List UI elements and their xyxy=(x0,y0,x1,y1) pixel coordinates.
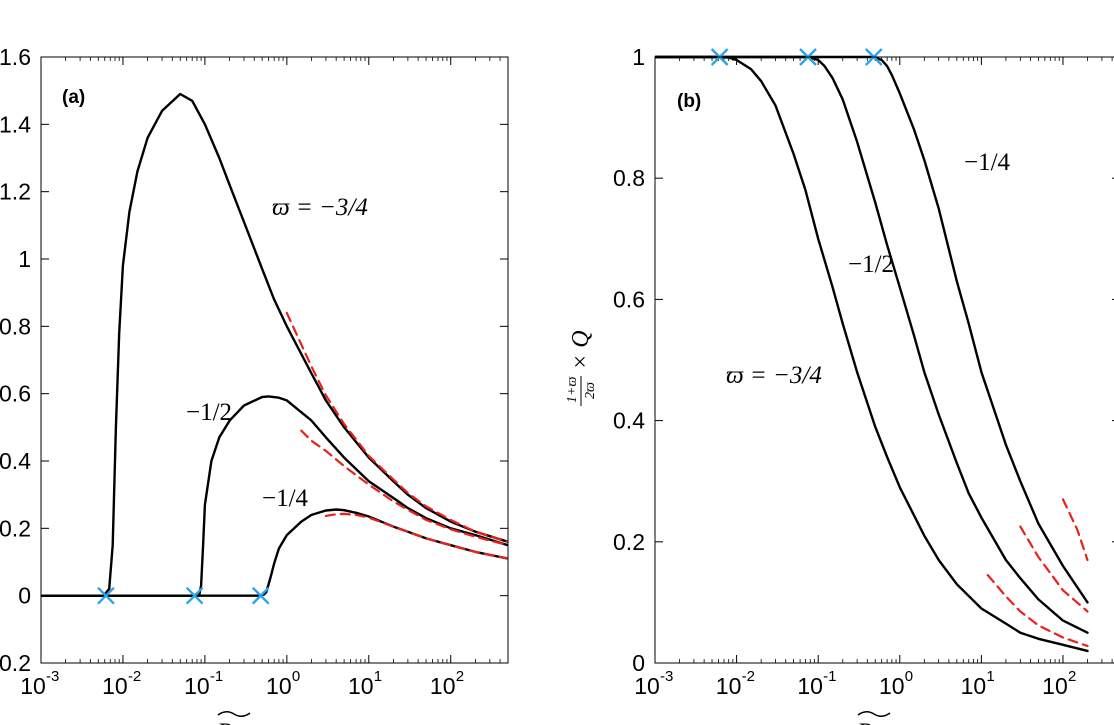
panel-a-label: (a) xyxy=(62,87,85,108)
panel-a-series-label-m12: −1/2 xyxy=(186,399,232,426)
xtick-label-exponent: -3 xyxy=(46,668,59,685)
xtick-label: 10 xyxy=(266,673,292,699)
ytick-label: 1.2 xyxy=(0,179,31,205)
xtick-label: 10 xyxy=(1042,673,1068,699)
ytick-label: 1 xyxy=(18,246,31,272)
xtick-label: 10 xyxy=(430,673,456,699)
panel-b-series-label-m14: −1/4 xyxy=(964,149,1011,176)
panel-b-ticks xyxy=(654,56,1114,664)
panel-b-ytick-labels: 0 0.2 0.4 0.6 0.8 1 xyxy=(613,44,645,676)
panel-a-xlabel-text: Re xyxy=(216,719,243,725)
xtick-label: 10 xyxy=(184,673,210,699)
ytick-label: 0.6 xyxy=(613,286,645,312)
xtick-label-exponent: -1 xyxy=(823,668,836,685)
ytick-label: 1.4 xyxy=(0,111,31,137)
onset-marker xyxy=(97,586,115,605)
ytick-label: 0.8 xyxy=(0,313,31,339)
xtick-label: 10 xyxy=(797,673,823,699)
series-curve xyxy=(41,395,508,597)
xtick-label: 10 xyxy=(961,673,987,699)
asymptote-curve xyxy=(1019,525,1089,613)
panel-a-series-label-m14: −1/4 xyxy=(262,485,309,512)
xtick-label-exponent: 1 xyxy=(986,668,994,685)
ytick-label: 0 xyxy=(18,583,31,609)
asymptote-curve xyxy=(300,429,508,547)
series-curve xyxy=(655,55,1089,604)
panel-b-ylabel-den: 2ϖ xyxy=(583,382,598,399)
ytick-label: -0.2 xyxy=(0,650,31,676)
asymptote-curve xyxy=(324,512,508,560)
panel-a-ytick-labels: -0.2 0 0.2 0.4 0.6 0.8 1 1.2 1.4 1.6 xyxy=(0,44,31,676)
panel-a-axes-box xyxy=(40,56,509,664)
panel-b-xlabel-text: Re xyxy=(856,719,883,725)
asymptote-curve xyxy=(285,311,508,543)
panel-a-markers xyxy=(97,586,270,605)
ytick-label: 1.6 xyxy=(0,44,31,70)
ytick-label: 0.2 xyxy=(0,515,31,541)
series-curve xyxy=(41,92,508,597)
ytick-label: 1 xyxy=(632,44,645,70)
panel-b-ylabel-rest: × Q xyxy=(568,330,594,370)
xtick-label: 10 xyxy=(20,673,46,699)
xtick-label-exponent: 1 xyxy=(374,668,382,685)
ytick-label: 0.4 xyxy=(0,448,31,474)
asymptote-curve xyxy=(986,573,1089,648)
panel-a-xtick-labels: 10 -3 10 -2 10 -1 10 0 10 1 10 2 xyxy=(20,668,464,699)
xtick-label-exponent: -1 xyxy=(210,668,223,685)
panel-b-xlabel: Re xyxy=(856,711,891,725)
xtick-label: 10 xyxy=(716,673,742,699)
ytick-label: 0 xyxy=(632,650,645,676)
panel-a: -0.200.20.40.60.811.21.41.6 10-310-210-1… xyxy=(0,44,509,725)
xtick-label-exponent: -2 xyxy=(128,668,141,685)
ytick-label: 0.4 xyxy=(613,408,645,434)
series-curve xyxy=(655,55,1089,634)
asymptote-curve xyxy=(1061,498,1089,562)
xtick-label-exponent: 0 xyxy=(292,668,300,685)
panel-b-series-label-m12: −1/2 xyxy=(848,251,894,278)
xtick-label: 10 xyxy=(879,673,905,699)
panel-b-series xyxy=(655,55,1089,653)
xtick-label: 10 xyxy=(102,673,128,699)
xtick-label: 10 xyxy=(634,673,660,699)
panel-b: 00.20.40.60.81 10 -3 10 -2 10 -1 10 0 10 1 10 2 (b)… xyxy=(565,44,1114,725)
ytick-label: 0.6 xyxy=(0,381,31,407)
panel-a-xlabel: Re xyxy=(216,711,251,725)
onset-marker xyxy=(251,586,270,605)
panel-b-series-label-m34: ϖ = −3/4 xyxy=(726,362,822,389)
ytick-label: 0.8 xyxy=(613,165,645,191)
panel-b-xtick-labels: 10 -3 10 -2 10 -1 10 0 10 1 10 2 xyxy=(634,668,1076,699)
ytick-label: 0.2 xyxy=(613,529,645,555)
xtick-label-exponent: -3 xyxy=(660,668,673,685)
panel-b-axes-box xyxy=(654,56,1114,664)
panel-a-series xyxy=(41,92,508,597)
xtick-label-exponent: 0 xyxy=(905,668,913,685)
panel-b-ylabel-num: 1+ϖ xyxy=(565,377,580,403)
xtick-label-exponent: 2 xyxy=(456,668,464,685)
xtick-label-exponent: 2 xyxy=(1068,668,1076,685)
onset-marker xyxy=(185,586,204,605)
series-curve xyxy=(655,55,1089,653)
xtick-label: 10 xyxy=(348,673,374,699)
panel-b-label: (b) xyxy=(677,91,701,112)
xtick-label-exponent: -2 xyxy=(742,668,755,685)
panel-b-ylabel: 1+ϖ 2ϖ × Q xyxy=(565,330,598,406)
panel-a-series-label-m34: ϖ = −3/4 xyxy=(272,194,368,221)
